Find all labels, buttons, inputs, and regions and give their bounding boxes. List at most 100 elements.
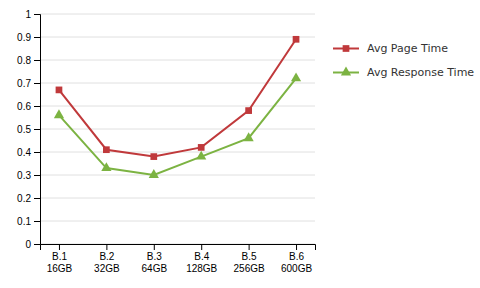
tick: 0.5 xyxy=(17,124,40,135)
tick-label-line: 16GB xyxy=(47,263,73,274)
point xyxy=(150,153,157,160)
chart: 0 0.1 0.2 0.3 0.4 0.5 0.6 0.7 0.8 0.9 1 B.116GB B.23… xyxy=(0,0,480,288)
tick: B.5256GB xyxy=(234,244,265,274)
point xyxy=(103,146,110,153)
series-points xyxy=(54,73,301,178)
grid xyxy=(40,14,315,244)
grid-line xyxy=(40,198,315,199)
tick-mark xyxy=(34,14,40,15)
tick-mark xyxy=(34,175,40,176)
tick-mark xyxy=(201,244,202,250)
point xyxy=(293,36,300,43)
tick-label: 0.8 xyxy=(17,55,31,66)
tick-mark xyxy=(154,244,155,250)
axis-line xyxy=(34,15,41,245)
y-axis: 0 0.1 0.2 0.3 0.4 0.5 0.6 0.7 0.8 0.9 1 xyxy=(17,9,40,250)
point xyxy=(54,109,64,118)
tick-label: B.116GB xyxy=(47,251,73,274)
tick-label: 0.5 xyxy=(17,124,31,135)
axis-line xyxy=(41,245,316,251)
point xyxy=(101,162,111,171)
tick-mark xyxy=(34,152,40,153)
tick-label: B.364GB xyxy=(142,251,168,274)
grid-line xyxy=(40,14,315,15)
point xyxy=(244,132,254,141)
tick-mark xyxy=(59,244,60,250)
tick-mark xyxy=(34,221,40,222)
tick-mark xyxy=(106,244,107,250)
tick-label: 0.7 xyxy=(17,78,31,89)
tick: B.116GB xyxy=(47,244,73,274)
tick: 1 xyxy=(25,9,40,20)
tick-label-line: B.6 xyxy=(289,251,304,262)
series-line xyxy=(59,39,296,156)
tick-label: B.5256GB xyxy=(234,251,265,274)
legend-label: Avg Response Time xyxy=(367,66,474,79)
tick-label: 0.3 xyxy=(17,170,31,181)
tick-mark xyxy=(34,106,40,107)
tick: 0 xyxy=(25,239,40,250)
tick-label-line: B.3 xyxy=(147,251,162,262)
tick-mark xyxy=(34,83,40,84)
tick-label: 0.6 xyxy=(17,101,31,112)
tick: 0.9 xyxy=(17,32,40,43)
tick-label: 0.9 xyxy=(17,32,31,43)
tick-label-line: 64GB xyxy=(142,263,168,274)
tick: B.232GB xyxy=(94,244,120,274)
tick-label: 0 xyxy=(25,239,31,250)
tick: B.364GB xyxy=(142,244,168,274)
tick-label: B.6600GB xyxy=(281,251,312,274)
tick-label: 0.2 xyxy=(17,193,31,204)
tick-label: B.232GB xyxy=(94,251,120,274)
marks xyxy=(54,36,301,178)
point xyxy=(56,87,63,94)
legend-label: Avg Page Time xyxy=(367,42,448,55)
tick-mark xyxy=(34,129,40,130)
grid-line xyxy=(40,129,315,130)
point xyxy=(149,169,159,178)
tick-label-line: 128GB xyxy=(186,263,217,274)
tick: 0.8 xyxy=(17,55,40,66)
grid-line xyxy=(40,175,315,176)
tick-label-line: B.1 xyxy=(52,251,67,262)
tick-label-line: B.2 xyxy=(99,251,114,262)
tick-label: 0.1 xyxy=(17,216,31,227)
legend: Avg Page Time Avg Response Time xyxy=(333,42,474,79)
point xyxy=(245,107,252,114)
tick: 0.4 xyxy=(17,147,40,158)
tick: B.6600GB xyxy=(281,244,312,274)
grid-line xyxy=(40,37,315,38)
tick: 0.2 xyxy=(17,193,40,204)
tick-label-line: 256GB xyxy=(234,263,265,274)
tick-mark xyxy=(34,244,40,245)
tick-mark xyxy=(296,244,297,250)
point xyxy=(291,73,301,82)
series-points xyxy=(56,36,300,160)
series-line xyxy=(59,78,296,175)
tick-label: 1 xyxy=(25,9,31,20)
tick: B.4128GB xyxy=(186,244,217,274)
legend-item: Avg Response Time xyxy=(333,66,474,79)
tick: 0.1 xyxy=(17,216,40,227)
tick: 0.7 xyxy=(17,78,40,89)
tick-label-line: B.5 xyxy=(242,251,257,262)
point xyxy=(198,144,205,151)
tick-mark xyxy=(34,198,40,199)
tick-mark xyxy=(34,37,40,38)
tick-label: B.4128GB xyxy=(186,251,217,274)
tick: 0.3 xyxy=(17,170,40,181)
tick-mark xyxy=(249,244,250,250)
x-axis: B.116GB B.232GB B.364GB B.4128GB B.5256GB B.6… xyxy=(41,244,316,274)
grid-line xyxy=(40,83,315,84)
tick-mark xyxy=(34,60,40,61)
tick: 0.6 xyxy=(17,101,40,112)
legend-item: Avg Page Time xyxy=(333,42,448,55)
tick-label-line: 600GB xyxy=(281,263,312,274)
grid-line xyxy=(40,60,315,61)
tick-label-line: 32GB xyxy=(94,263,120,274)
legend-marker xyxy=(343,45,350,52)
plot: 0 0.1 0.2 0.3 0.4 0.5 0.6 0.7 0.8 0.9 1 B.116GB B.23… xyxy=(17,9,315,274)
point xyxy=(196,151,206,160)
tick-label-line: B.4 xyxy=(194,251,209,262)
grid-line xyxy=(40,221,315,222)
